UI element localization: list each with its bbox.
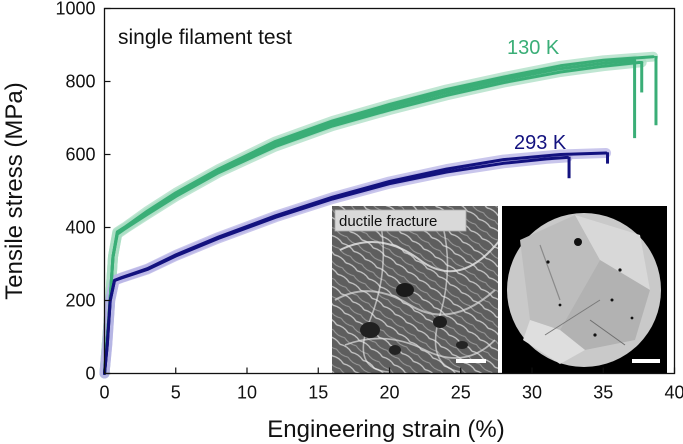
x-tick-label: 5: [171, 383, 181, 403]
inset-fracture-surface: ductile fracture: [332, 206, 498, 373]
scale-bar: [632, 359, 660, 363]
y-axis-title: Tensile stress (MPa): [1, 82, 28, 299]
x-tick-label: 40: [664, 383, 683, 403]
y-tick-label: 1000: [55, 0, 95, 19]
x-tick-label: 30: [522, 383, 542, 403]
x-tick-label: 20: [379, 383, 399, 403]
inset-label-box: [334, 209, 467, 232]
y-tick-label: 400: [65, 218, 95, 238]
y-tick-label: 600: [65, 145, 95, 165]
series-label-130k: 130 K: [507, 37, 560, 59]
series-label-293k: 293 K: [514, 132, 567, 154]
series-curve-1-1: [103, 151, 608, 375]
x-tick-label: 0: [99, 383, 109, 403]
x-tick-label: 35: [593, 383, 613, 403]
series-curve-0-2: [103, 55, 655, 375]
y-tick-label: 0: [85, 364, 95, 384]
x-tick-label: 25: [451, 383, 471, 403]
curve-layer: [103, 55, 658, 375]
x-tick-label: 15: [308, 383, 328, 403]
inset-cross-section: [502, 206, 667, 373]
x-tick-label: 10: [237, 383, 257, 403]
x-axis-title: Engineering strain (%): [267, 416, 504, 443]
y-tick-label: 200: [65, 291, 95, 311]
inset-label-ductile-fracture: ductile fracture: [339, 213, 437, 230]
scale-bar: [456, 359, 486, 363]
chart-annotation: single filament test: [118, 26, 292, 49]
y-tick-label: 800: [65, 72, 95, 92]
